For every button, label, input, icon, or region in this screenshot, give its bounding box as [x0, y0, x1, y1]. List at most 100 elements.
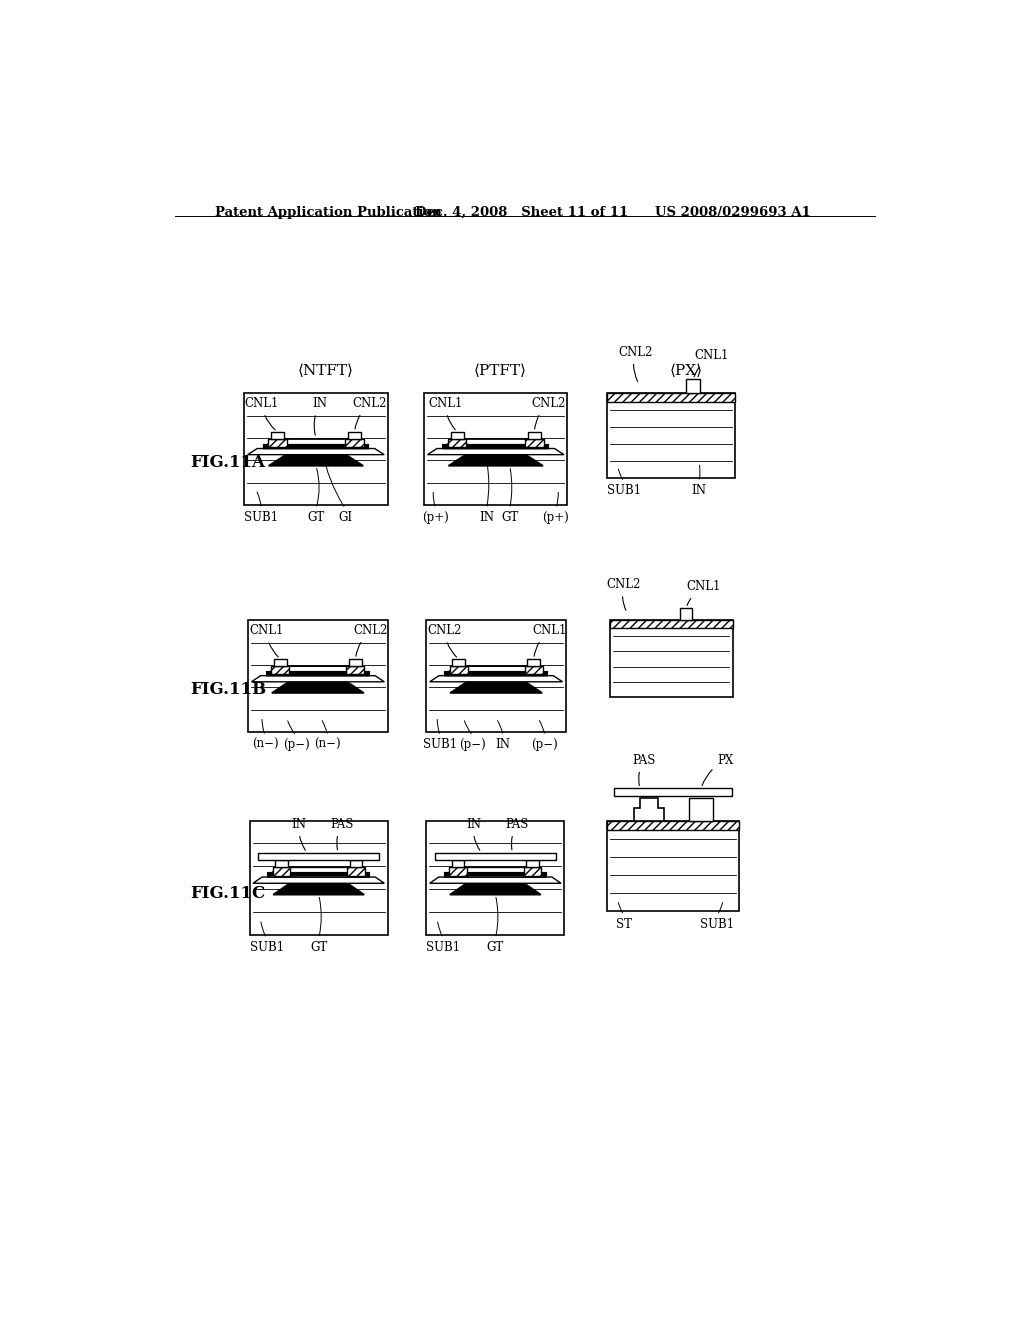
Bar: [610, 620, 732, 697]
Text: (p−): (p−): [460, 738, 486, 751]
Bar: [346, 667, 365, 675]
Text: ⟨NTFT⟩: ⟨NTFT⟩: [298, 364, 353, 378]
Text: Patent Application Publication: Patent Application Publication: [215, 206, 441, 219]
Text: (p+): (p+): [422, 511, 450, 524]
Text: (p−): (p−): [283, 738, 309, 751]
Text: (n−): (n−): [252, 738, 279, 751]
Text: SUB1: SUB1: [426, 941, 461, 954]
Bar: [523, 867, 542, 875]
Bar: [524, 667, 543, 675]
Text: CNL2: CNL2: [607, 578, 641, 610]
Polygon shape: [449, 454, 543, 466]
Bar: [607, 393, 735, 403]
Text: US 2008/0299693 A1: US 2008/0299693 A1: [655, 206, 811, 219]
Text: (p−): (p−): [531, 738, 558, 751]
Polygon shape: [451, 682, 542, 693]
Bar: [688, 797, 714, 821]
Bar: [274, 659, 287, 667]
Bar: [250, 821, 388, 935]
Text: CNL1: CNL1: [249, 624, 284, 657]
Text: (n−): (n−): [314, 738, 341, 751]
Bar: [271, 667, 290, 675]
Polygon shape: [444, 867, 546, 876]
Text: Dec. 4, 2008   Sheet 11 of 11: Dec. 4, 2008 Sheet 11 of 11: [415, 206, 628, 219]
Polygon shape: [430, 876, 561, 883]
Bar: [451, 432, 464, 440]
Polygon shape: [268, 454, 364, 466]
Text: SUB1: SUB1: [700, 917, 734, 931]
Bar: [686, 379, 700, 393]
Polygon shape: [266, 667, 370, 676]
Bar: [348, 432, 361, 440]
Text: IN: IN: [292, 818, 307, 850]
Polygon shape: [252, 676, 384, 682]
Bar: [268, 440, 287, 447]
Bar: [607, 821, 738, 911]
Text: PX: PX: [702, 754, 733, 785]
Bar: [349, 659, 361, 667]
Polygon shape: [273, 883, 365, 895]
Text: CNL2: CNL2: [427, 624, 462, 657]
Text: CNL2: CNL2: [353, 397, 387, 429]
Text: CNL1: CNL1: [428, 397, 463, 430]
Bar: [426, 620, 566, 733]
Bar: [610, 620, 732, 628]
Bar: [453, 659, 465, 667]
Text: ⟨PX⟩: ⟨PX⟩: [670, 364, 702, 378]
Bar: [607, 393, 735, 478]
Bar: [527, 432, 541, 440]
Bar: [613, 788, 732, 796]
Bar: [271, 667, 290, 675]
Bar: [450, 667, 468, 675]
Text: FIG.11A: FIG.11A: [190, 454, 265, 471]
Bar: [270, 432, 284, 440]
Polygon shape: [263, 440, 369, 449]
Polygon shape: [442, 440, 549, 449]
Text: IN: IN: [496, 738, 511, 751]
Text: GT: GT: [310, 941, 328, 954]
Text: IN: IN: [691, 484, 707, 498]
Bar: [345, 440, 364, 447]
Text: CNL1: CNL1: [532, 624, 566, 656]
Text: PAS: PAS: [506, 818, 528, 850]
Text: CNL1: CNL1: [245, 397, 279, 430]
Text: PAS: PAS: [330, 818, 353, 850]
Text: SUB1: SUB1: [607, 484, 641, 498]
Bar: [349, 859, 362, 867]
Text: CNL2: CNL2: [353, 624, 388, 656]
Text: (p+): (p+): [543, 511, 569, 524]
Bar: [523, 867, 542, 875]
Polygon shape: [427, 449, 564, 454]
Bar: [272, 867, 291, 875]
Text: PAS: PAS: [632, 754, 655, 785]
Text: IN: IN: [479, 511, 494, 524]
Bar: [527, 659, 540, 667]
Text: SUB1: SUB1: [245, 511, 279, 524]
Bar: [607, 393, 735, 403]
Bar: [452, 859, 465, 867]
Bar: [248, 620, 388, 733]
Text: CNL1: CNL1: [687, 581, 721, 606]
Text: GT: GT: [307, 511, 325, 524]
Text: FIG.11C: FIG.11C: [190, 886, 265, 903]
Polygon shape: [271, 682, 364, 693]
Bar: [525, 440, 544, 447]
Text: IN: IN: [466, 818, 481, 850]
Bar: [272, 867, 291, 875]
Bar: [610, 620, 732, 628]
Bar: [450, 867, 467, 875]
Text: CNL2: CNL2: [531, 397, 565, 429]
Polygon shape: [430, 676, 562, 682]
Bar: [450, 667, 468, 675]
Text: CNL1: CNL1: [694, 350, 729, 376]
Polygon shape: [635, 797, 664, 821]
Bar: [447, 440, 467, 447]
Polygon shape: [450, 883, 541, 895]
Bar: [258, 853, 379, 859]
Bar: [526, 859, 539, 867]
Bar: [680, 609, 692, 620]
Text: SUB1: SUB1: [423, 738, 458, 751]
Bar: [607, 821, 738, 830]
Bar: [346, 667, 365, 675]
Bar: [447, 440, 467, 447]
